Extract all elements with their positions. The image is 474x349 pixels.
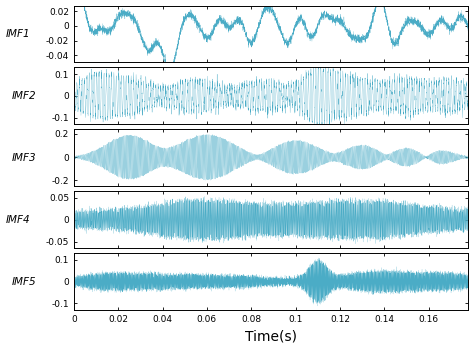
Y-axis label: IMF3: IMF3 [11, 153, 36, 163]
Y-axis label: IMF2: IMF2 [11, 91, 36, 101]
Y-axis label: IMF4: IMF4 [6, 215, 30, 225]
Y-axis label: IMF5: IMF5 [11, 276, 36, 287]
Y-axis label: IMF1: IMF1 [6, 29, 30, 39]
X-axis label: Time(s): Time(s) [245, 329, 297, 343]
